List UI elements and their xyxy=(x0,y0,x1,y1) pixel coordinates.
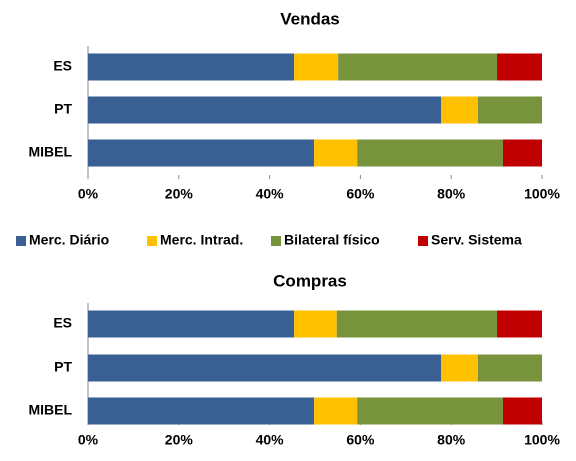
bar-segment xyxy=(88,139,315,167)
bar-segment xyxy=(441,354,478,382)
x-tick-label: 100% xyxy=(524,432,560,448)
bar-segment xyxy=(88,397,315,425)
y-tick-label: PT xyxy=(54,359,72,375)
bar-segment xyxy=(88,53,295,81)
bar-segment xyxy=(338,53,498,81)
bar-segment xyxy=(497,53,542,81)
chart-title: Vendas xyxy=(280,9,340,28)
x-tick-label: 80% xyxy=(437,186,466,202)
x-tick-label: 100% xyxy=(524,186,560,202)
legend-swatch xyxy=(418,236,428,246)
y-tick-label: ES xyxy=(53,58,72,74)
legend-label: Merc. Intrad. xyxy=(160,232,243,248)
x-tick-label: 0% xyxy=(78,186,99,202)
bar-segment xyxy=(502,139,542,167)
bar-segment xyxy=(502,397,542,425)
legend-swatch xyxy=(16,236,26,246)
bar-segment xyxy=(497,310,542,338)
legend-swatch xyxy=(147,236,157,246)
x-tick-label: 80% xyxy=(437,432,466,448)
y-tick-label: MIBEL xyxy=(28,402,72,418)
bar-segment xyxy=(294,53,339,81)
bar-segment xyxy=(314,139,358,167)
legend-swatch xyxy=(271,236,281,246)
bar-segment xyxy=(357,397,503,425)
chart-title: Compras xyxy=(273,271,347,290)
bar-segment xyxy=(88,310,295,338)
x-tick-label: 20% xyxy=(165,432,194,448)
x-tick-label: 60% xyxy=(346,432,375,448)
bar-segment xyxy=(441,96,478,124)
bar-segment xyxy=(477,354,542,382)
bar-segment xyxy=(88,354,442,382)
bar-segment xyxy=(88,96,442,124)
x-tick-label: 60% xyxy=(346,186,375,202)
y-tick-label: ES xyxy=(53,315,72,331)
bar-segment xyxy=(314,397,358,425)
bar-segment xyxy=(294,310,337,338)
legend-label: Bilateral físico xyxy=(284,232,380,248)
x-tick-label: 40% xyxy=(256,432,285,448)
x-tick-label: 40% xyxy=(256,186,285,202)
x-tick-label: 20% xyxy=(165,186,194,202)
y-tick-label: MIBEL xyxy=(28,144,72,160)
y-tick-label: PT xyxy=(54,101,72,117)
legend-label: Serv. Sistema xyxy=(431,232,522,248)
bar-segment xyxy=(336,310,498,338)
legend-label: Merc. Diário xyxy=(29,232,109,248)
bar-segment xyxy=(357,139,503,167)
x-tick-label: 0% xyxy=(78,432,99,448)
bar-segment xyxy=(477,96,542,124)
